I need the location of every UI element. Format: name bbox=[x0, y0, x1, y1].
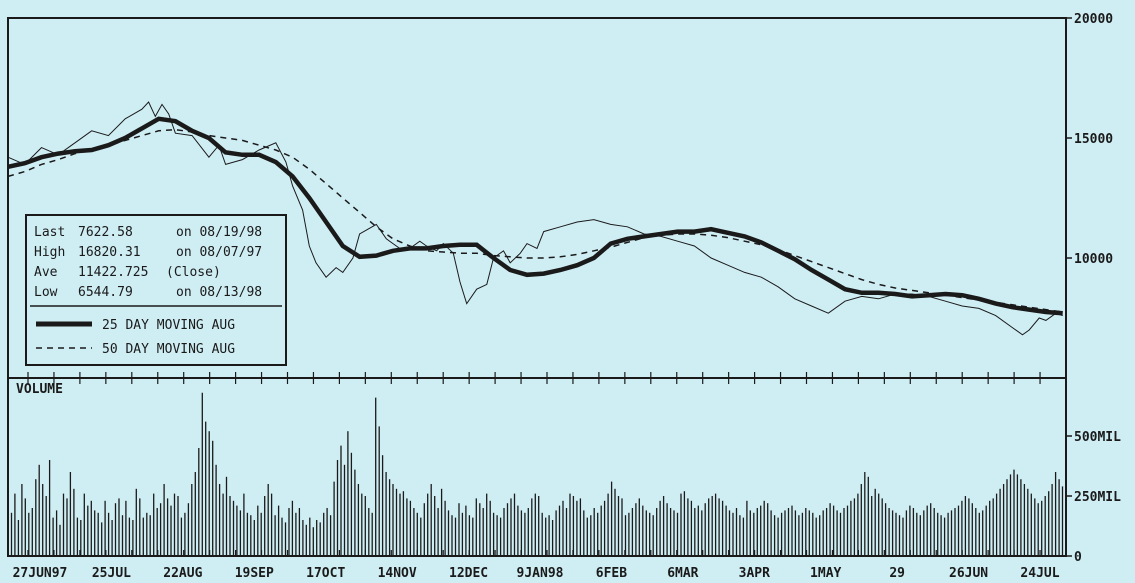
x-tick-label: 1MAY bbox=[810, 566, 841, 581]
x-tick-label: 3APR bbox=[739, 566, 770, 581]
x-tick-label: 26JUN bbox=[949, 566, 988, 581]
x-tick-label: 22AUG bbox=[163, 566, 202, 581]
x-tick-label: 19SEP bbox=[235, 566, 274, 581]
legend-box bbox=[25, 214, 287, 366]
legend-last-date: on 08/19/98 bbox=[176, 225, 262, 240]
x-tick-label: 9JAN98 bbox=[517, 566, 564, 581]
legend-high-date: on 08/07/97 bbox=[176, 245, 262, 260]
x-tick-label: 25JUL bbox=[92, 566, 131, 581]
legend-low-label: Low bbox=[34, 285, 58, 300]
volume-label: VOLUME bbox=[16, 382, 63, 397]
chart-frame bbox=[7, 17, 1067, 557]
x-tick-label: 6FEB bbox=[596, 566, 627, 581]
legend-ave-date: (Close) bbox=[166, 265, 221, 280]
x-tick-label: 14NOV bbox=[378, 566, 417, 581]
price-tick-label: 10000 bbox=[1074, 252, 1113, 267]
legend: Last 7622.58 on 08/19/98 High 16820.31 o… bbox=[25, 214, 287, 366]
volume-tick-label: 250MIL bbox=[1074, 490, 1121, 505]
legend-ma50-label: 50 DAY MOVING AUG bbox=[102, 342, 235, 357]
x-tick-label: 6MAR bbox=[667, 566, 698, 581]
price-tick-label: 15000 bbox=[1074, 132, 1113, 147]
legend-high-label: High bbox=[34, 245, 65, 260]
series-ma25-line bbox=[7, 116, 1063, 316]
volume-tick-label: 0 bbox=[1074, 550, 1082, 565]
x-tick-label: 17OCT bbox=[306, 566, 345, 581]
axes: 20000 15000 10000 500MIL 250MIL 0 27JUN97 25JUL… bbox=[13, 12, 1122, 581]
volume-tick-label: 500MIL bbox=[1074, 430, 1121, 445]
series-price-line bbox=[7, 101, 1063, 336]
price-pane bbox=[7, 101, 1063, 336]
price-tick-label: 20000 bbox=[1074, 12, 1113, 27]
legend-low-value: 6544.79 bbox=[78, 285, 133, 300]
x-tick-label: 29 bbox=[889, 566, 905, 581]
legend-last-label: Last bbox=[34, 225, 65, 240]
legend-ma25-label: 25 DAY MOVING AUG bbox=[102, 318, 235, 333]
x-tick-label: 12DEC bbox=[449, 566, 488, 581]
legend-ave-label: Ave bbox=[34, 265, 58, 280]
x-tick-label: 27JUN97 bbox=[13, 566, 68, 581]
volume-pane bbox=[7, 392, 1067, 556]
legend-high-value: 16820.31 bbox=[78, 245, 141, 260]
legend-low-date: on 08/13/98 bbox=[176, 285, 262, 300]
legend-ave-value: 11422.725 bbox=[78, 265, 148, 280]
x-tick-label: 24JUL bbox=[1020, 566, 1059, 581]
legend-last-value: 7622.58 bbox=[78, 225, 133, 240]
